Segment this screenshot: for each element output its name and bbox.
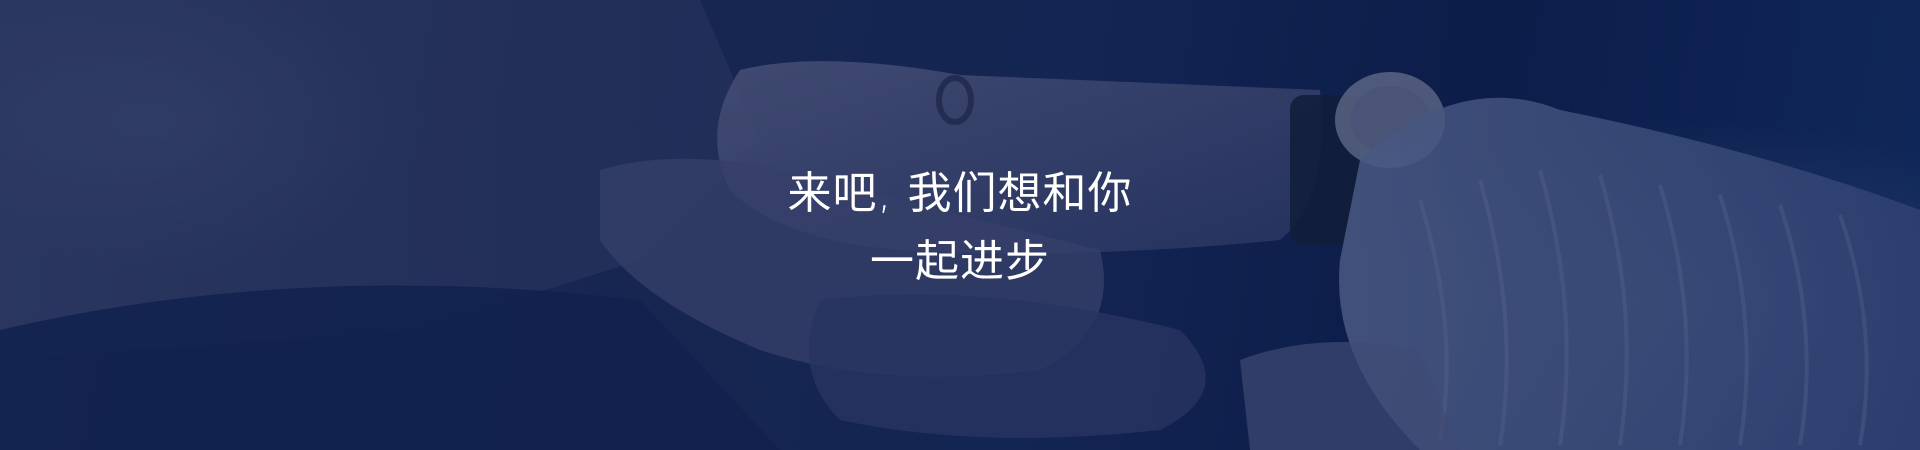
ring xyxy=(936,75,974,125)
left-sleeve xyxy=(0,0,760,360)
hand-bottom xyxy=(808,294,1206,438)
knit-pattern xyxy=(1418,169,1869,446)
headline-line-2: 一起进步 xyxy=(870,236,1050,287)
lower-bracelet xyxy=(1240,342,1460,450)
hero-headline: 来吧, 我们想和你 一起进步 xyxy=(0,160,1920,296)
headline-line-1: 来吧, 我们想和你 xyxy=(787,168,1133,219)
dark-jacket xyxy=(0,285,780,450)
right-sweater xyxy=(1339,97,1920,450)
